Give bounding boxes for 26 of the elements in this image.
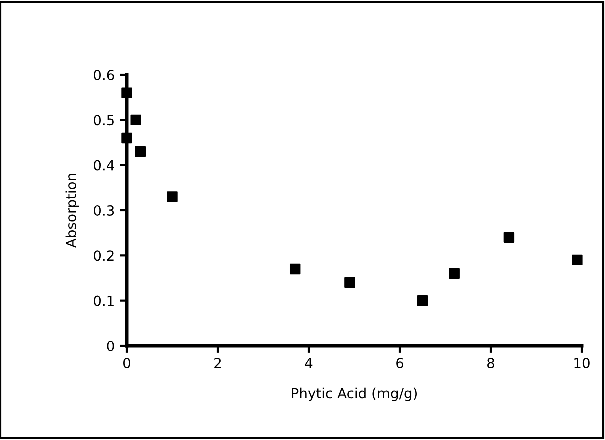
point	[417, 295, 428, 306]
y-tick-label: 0.4	[94, 160, 114, 171]
y-tick-label: 0.6	[94, 70, 114, 80]
point	[167, 192, 178, 202]
x-tick-label: 8	[488, 358, 494, 369]
y-tick-label: 0.1	[94, 296, 114, 306]
x-tick-label: 2	[214, 358, 222, 368]
x-tick-label: 4	[305, 358, 313, 368]
x-tick-label: 0	[123, 358, 130, 369]
point	[572, 254, 583, 266]
point	[449, 268, 460, 280]
x-axis-title: Phytic Acid (mg/g)	[292, 388, 418, 402]
point	[135, 146, 146, 158]
point	[130, 114, 142, 126]
point	[504, 232, 515, 243]
y-tick-label: 0	[107, 340, 114, 352]
x-tick-label: 6	[396, 358, 404, 369]
y-tick-label: 0.3	[94, 205, 114, 216]
y-tick-label: 0.5	[94, 115, 114, 126]
point	[290, 264, 301, 275]
y-axis-title: Absorption	[66, 174, 80, 248]
point	[344, 277, 356, 288]
point	[122, 88, 132, 98]
point	[122, 132, 132, 144]
y-tick-label: 0.2	[94, 250, 114, 262]
x-tick-label: 10	[574, 358, 590, 369]
